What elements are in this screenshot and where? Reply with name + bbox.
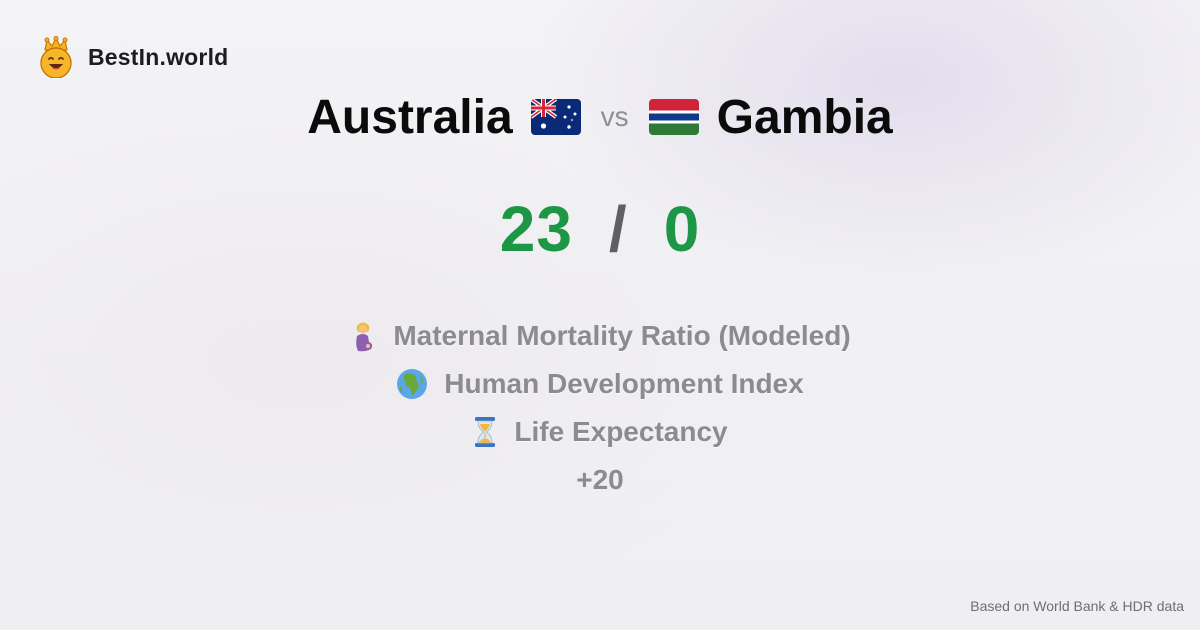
brand-name: BestIn.world	[88, 43, 229, 70]
right-score: 0	[663, 193, 701, 265]
metrics-list: Maternal Mortality Ratio (Modeled) Human…	[0, 312, 1200, 504]
australia-flag-icon	[530, 99, 581, 135]
right-country[interactable]: Gambia	[716, 90, 893, 144]
score: 23 / 0	[0, 192, 1200, 266]
crowned-smiley-icon	[40, 36, 72, 78]
metric-label: Human Development Index	[444, 368, 804, 399]
globe-africa-icon	[397, 369, 428, 399]
metric-item: Maternal Mortality Ratio (Modeled)	[349, 312, 851, 360]
more-count: +20	[576, 464, 624, 495]
hourglass-icon	[475, 417, 496, 447]
metric-label: Maternal Mortality Ratio (Modeled)	[393, 320, 851, 351]
vs-label: vs	[600, 101, 629, 132]
metric-item: Human Development Index	[396, 360, 804, 408]
left-score: 23	[499, 193, 573, 265]
pregnant-woman-icon	[356, 322, 373, 352]
brand[interactable]: BestIn.world	[38, 36, 228, 78]
data-source-note: Based on World Bank & HDR data	[970, 598, 1184, 614]
left-country[interactable]: Australia	[307, 90, 513, 144]
score-separator: /	[608, 193, 628, 265]
metric-label: Life Expectancy	[514, 416, 728, 447]
metric-item: Life Expectancy	[472, 408, 728, 456]
comparison-title: Australia vs Gambia	[0, 84, 1200, 150]
gambia-flag-icon	[648, 99, 699, 135]
